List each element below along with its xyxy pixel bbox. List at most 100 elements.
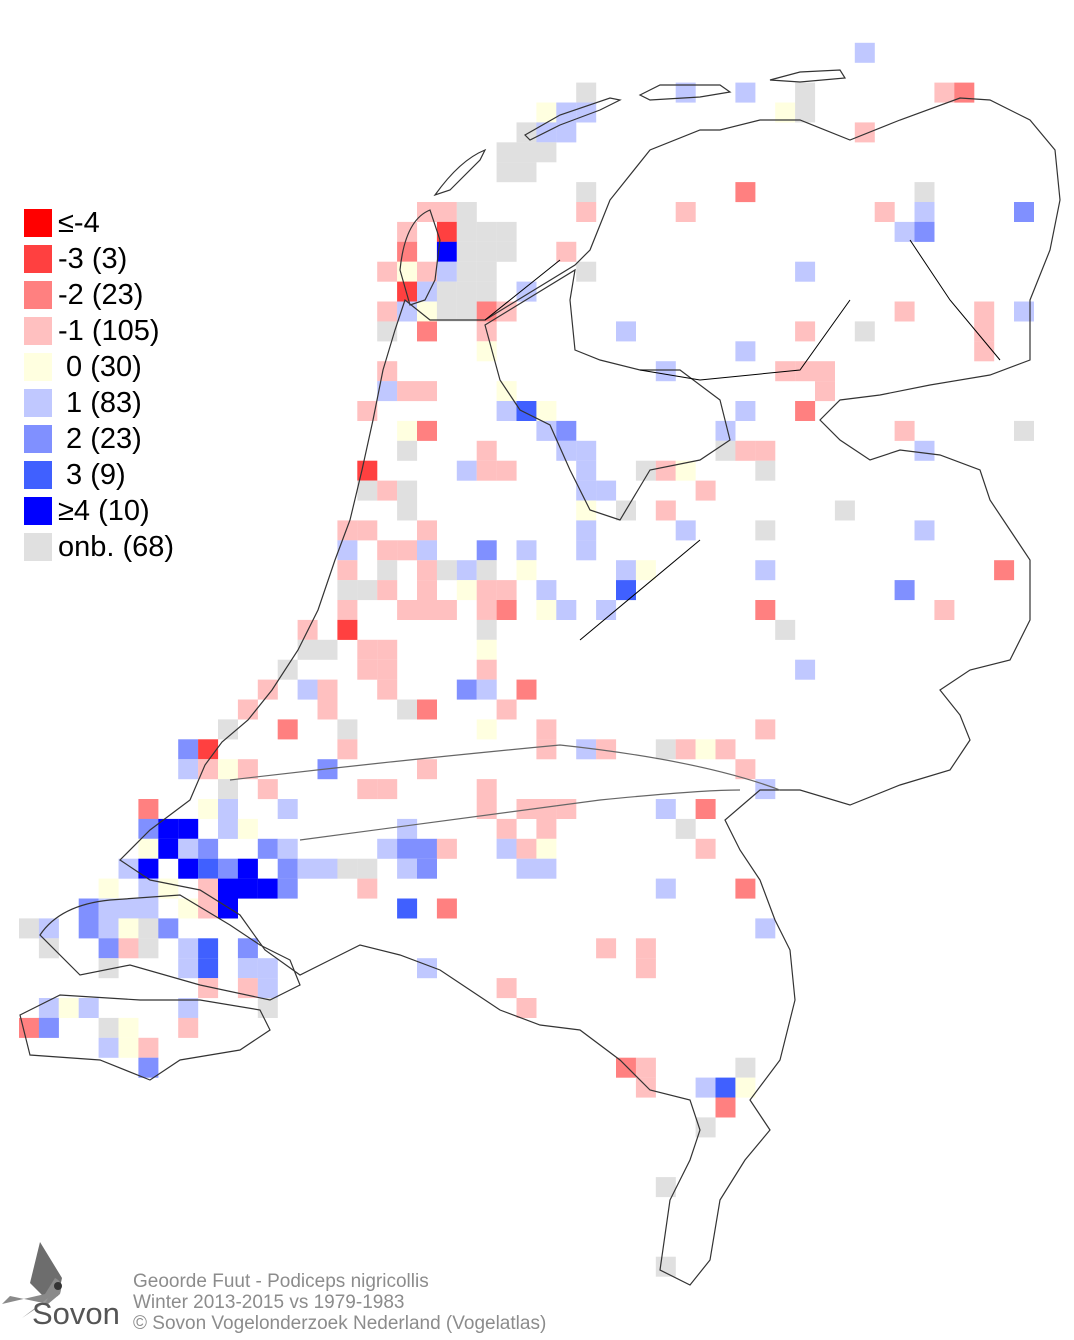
map-square [178, 938, 199, 959]
map-square [357, 878, 378, 899]
map-square [695, 838, 716, 859]
map-square [377, 381, 398, 402]
map-square [536, 600, 557, 620]
map-square [516, 122, 537, 143]
map-square [914, 182, 935, 203]
map-square [755, 440, 776, 461]
map-square [257, 838, 278, 859]
map-square [536, 102, 557, 123]
map-square [397, 301, 418, 322]
map-square [337, 858, 358, 879]
map-square [436, 202, 457, 222]
legend-item: 1 (83) [24, 385, 174, 421]
map-square [715, 440, 736, 461]
map-square [198, 858, 219, 879]
map-square [556, 600, 577, 620]
map-square [178, 898, 199, 919]
texel-outline [399, 209, 441, 306]
map-square [795, 659, 816, 680]
map-square [576, 261, 597, 282]
map-square [536, 580, 557, 601]
map-square [257, 958, 278, 979]
map-square [377, 540, 398, 561]
map-square [476, 679, 497, 700]
legend-item: ≥4 (10) [24, 493, 174, 529]
map-square [357, 639, 378, 660]
map-square [496, 381, 517, 402]
map-square [834, 500, 855, 521]
map-square [198, 838, 219, 859]
map-square [397, 818, 418, 839]
map-square [476, 540, 497, 561]
map-square [556, 241, 577, 262]
map-square [635, 1057, 656, 1078]
map-square [576, 480, 597, 501]
map-square [456, 281, 477, 302]
terschelling-outline [524, 97, 622, 141]
map-square [974, 341, 995, 362]
map-square [178, 818, 199, 839]
map-square [436, 261, 457, 282]
map-square [854, 122, 875, 143]
legend-item: 0 (30) [24, 349, 174, 385]
map-square [715, 1097, 736, 1118]
map-square [397, 600, 418, 620]
map-square [994, 560, 1015, 581]
map-square [715, 1077, 736, 1098]
zeeuws-vlaanderen-outline [19, 994, 271, 1081]
map-square [616, 580, 636, 601]
map-square [456, 460, 477, 481]
map-square [436, 221, 457, 242]
map-square [655, 1256, 676, 1277]
map-square [118, 938, 139, 959]
map-square [755, 779, 776, 800]
map-square [417, 281, 437, 302]
map-square [38, 938, 59, 959]
map-square [496, 600, 517, 620]
map-square [576, 500, 597, 521]
legend-swatch [24, 497, 52, 525]
map-square [397, 281, 418, 302]
legend-swatch [24, 389, 52, 417]
map-square [496, 699, 517, 720]
map-square [218, 719, 238, 740]
map-square [635, 1077, 656, 1098]
map-square [118, 1017, 139, 1038]
map-square [735, 182, 756, 203]
map-square [218, 799, 238, 819]
map-square [476, 779, 497, 800]
map-square [417, 540, 437, 561]
map-square [78, 898, 99, 919]
map-square [476, 719, 497, 740]
legend-item: -3 (3) [24, 241, 174, 277]
map-square [536, 719, 557, 740]
map-square [576, 540, 597, 561]
map-square [496, 401, 517, 421]
map-square [675, 520, 696, 541]
map-square [516, 838, 537, 859]
map-square [536, 739, 557, 760]
map-square [496, 142, 517, 163]
map-square [178, 759, 199, 780]
map-square [397, 858, 418, 879]
map-square [476, 261, 497, 282]
map-square [556, 122, 577, 143]
map-square [854, 321, 875, 342]
map-square [795, 82, 816, 103]
map-square [397, 440, 418, 461]
map-square [874, 202, 895, 222]
map-square [317, 858, 338, 879]
legend-swatch [24, 209, 52, 237]
legend-item: 2 (23) [24, 421, 174, 457]
map-square [277, 719, 298, 740]
map-square [735, 440, 756, 461]
map-square [974, 301, 995, 322]
map-square [516, 540, 537, 561]
map-square [436, 241, 457, 262]
map-square [516, 162, 537, 183]
map-square [118, 918, 139, 939]
map-square [417, 580, 437, 601]
map-caption: Geoorde Fuut - Podiceps nigricollis Wint… [133, 1271, 546, 1334]
map-square [655, 878, 676, 899]
map-square [715, 739, 736, 760]
